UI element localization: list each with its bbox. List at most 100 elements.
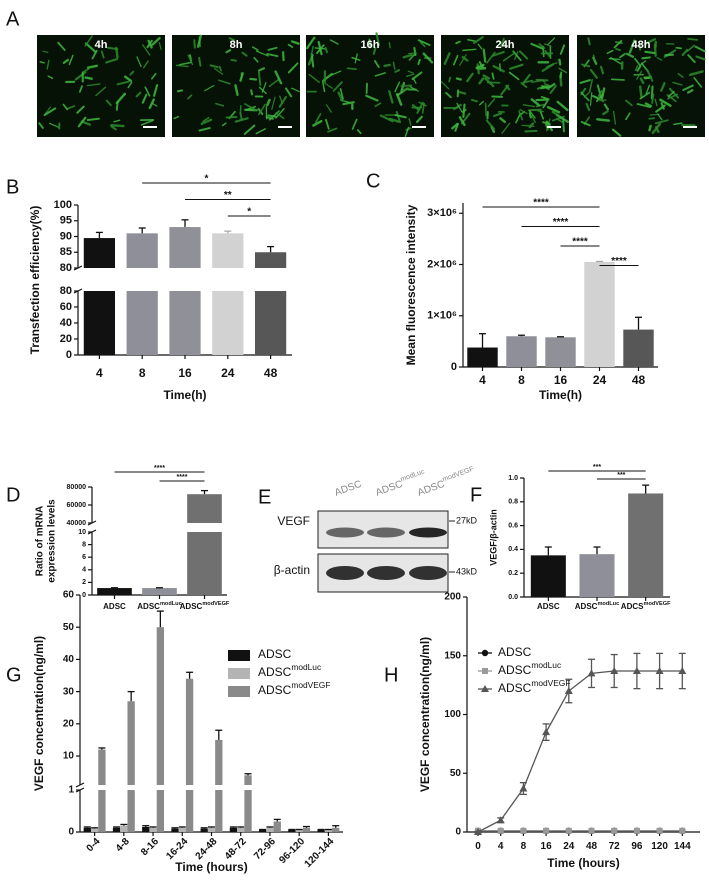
axis-break [75, 787, 85, 793]
cell [491, 72, 495, 80]
cell [86, 83, 101, 87]
cell [619, 53, 626, 59]
bar [156, 790, 165, 832]
line [477, 670, 683, 833]
cell [421, 102, 426, 114]
cell [342, 101, 355, 106]
cell [610, 78, 625, 81]
bar [317, 829, 325, 832]
bar [584, 261, 615, 367]
cell [77, 116, 87, 128]
y-tick-label: 80000 [67, 484, 87, 491]
cell [68, 54, 74, 66]
x-tick-label: 24-48 [194, 836, 220, 862]
bar [302, 827, 311, 832]
significance-label: **** [611, 256, 627, 267]
cell [639, 77, 645, 85]
cell [445, 91, 452, 99]
cell [339, 88, 344, 100]
y-tick-label: 0 [451, 361, 457, 373]
y-axis-label: expression levels [47, 499, 58, 583]
lane-label: ADSCmodVEGF [416, 466, 477, 498]
cell [110, 125, 117, 131]
x-tick-label: 120-144 [303, 836, 337, 870]
cell [275, 111, 285, 120]
cell [417, 39, 431, 47]
legend-label-text: ADSC [498, 681, 532, 695]
panel-label: B [6, 176, 19, 198]
cell [546, 62, 558, 68]
cell [455, 77, 463, 81]
bar [156, 627, 165, 785]
y-tick-label: 100 [444, 709, 461, 720]
cell [559, 71, 563, 79]
x-tick-label: 0 [475, 841, 481, 852]
bar [545, 337, 576, 367]
marker [496, 816, 505, 824]
cell [422, 52, 434, 64]
cell [321, 80, 326, 93]
cell [221, 122, 227, 127]
cell [312, 119, 323, 127]
cell [492, 64, 505, 73]
cell [602, 110, 609, 116]
y-tick-label: 60 [63, 590, 75, 601]
cell [146, 39, 153, 49]
y-tick-label: 0 [66, 349, 72, 361]
x-tick-label-text: 72 [609, 841, 621, 852]
cell [267, 114, 278, 118]
cell [542, 98, 550, 109]
x-tick-label-text: 144 [674, 841, 691, 852]
axis-break [87, 529, 97, 535]
marker [587, 669, 596, 677]
cell [271, 96, 276, 110]
y-tick-label: 0.2 [508, 570, 518, 577]
bar [98, 749, 106, 785]
cell [193, 39, 196, 49]
marker [564, 687, 573, 694]
x-tick-label: 8 [521, 841, 527, 852]
x-tick-label: 24 [221, 366, 235, 380]
cell [512, 50, 522, 62]
x-tick-label-text: 8 [139, 366, 146, 380]
cell [48, 122, 60, 129]
cell [625, 52, 635, 58]
x-tick-label: 72-96 [252, 836, 278, 862]
x-tick-label: 16 [554, 373, 568, 387]
y-tick-label: 0 [68, 827, 74, 838]
cell [644, 102, 652, 108]
legend-marker [481, 685, 489, 692]
legend-label-text: ADSC [258, 647, 292, 661]
cell [395, 110, 402, 124]
cell [57, 41, 66, 51]
micrograph [37, 35, 165, 137]
x-tick-label-text: 16 [554, 373, 568, 387]
x-tick-label: 144 [674, 841, 691, 852]
cell [225, 49, 232, 54]
lane-label-text: ADSC [374, 478, 404, 498]
cell [686, 44, 696, 53]
cell [654, 119, 669, 125]
cell [682, 84, 694, 91]
cell [660, 82, 666, 92]
cell [648, 124, 652, 132]
cell [142, 60, 149, 69]
x-tick-label: 16-24 [164, 836, 190, 862]
cell [234, 117, 249, 123]
bar [90, 828, 99, 832]
cell [291, 87, 300, 93]
cell [667, 90, 675, 98]
y-tick-label: 0.8 [508, 499, 518, 506]
x-tick-label: 4 [498, 841, 504, 852]
cell [634, 65, 639, 71]
marker [679, 827, 686, 834]
cell [543, 43, 552, 47]
cell [477, 43, 483, 50]
bar [288, 829, 296, 832]
cell [116, 80, 130, 86]
x-tick-label: ADSCmodLuc [575, 601, 619, 611]
cell [144, 86, 151, 97]
cell [196, 34, 202, 48]
y-tick-label: 150 [444, 650, 461, 661]
cell [478, 77, 485, 85]
